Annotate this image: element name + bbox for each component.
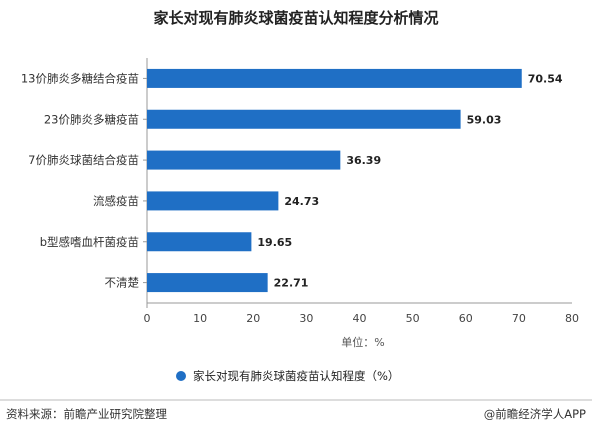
x-tick-label: 10 (193, 312, 207, 325)
value-label: 36.39 (346, 154, 381, 167)
x-tick-label: 0 (144, 312, 151, 325)
value-label: 70.54 (528, 72, 563, 85)
category-label: 13价肺炎多糖结合疫苗 (21, 71, 139, 85)
bar (147, 191, 279, 211)
value-label: 59.03 (467, 113, 502, 126)
legend-label: 家长对现有肺炎球菌疫苗认知程度（%） (193, 369, 399, 383)
legend: 家长对现有肺炎球菌疫苗认知程度（%） (176, 369, 399, 383)
value-label: 19.65 (257, 236, 292, 249)
bar (147, 150, 341, 170)
x-axis-title: 单位：% (341, 335, 384, 349)
x-tick-label: 30 (299, 312, 313, 325)
x-tick-label: 20 (246, 312, 260, 325)
x-tick-label: 40 (353, 312, 367, 325)
category-label: 不清楚 (105, 276, 140, 290)
bar (147, 109, 461, 129)
x-tick-label: 50 (406, 312, 420, 325)
bar (147, 232, 252, 252)
category-label: 23价肺炎多糖疫苗 (44, 112, 139, 126)
bar (147, 68, 522, 88)
x-tick-label: 60 (459, 312, 473, 325)
value-label: 22.71 (274, 277, 309, 290)
value-label: 24.73 (284, 195, 319, 208)
x-tick-label: 80 (565, 312, 579, 325)
category-label: 7价肺炎球菌结合疫苗 (28, 153, 139, 167)
chart-title: 家长对现有肺炎球菌疫苗认知程度分析情况 (153, 9, 438, 27)
source-note: 资料来源：前瞻产业研究院整理 (6, 407, 167, 421)
x-tick-label: 70 (512, 312, 526, 325)
plot-area: 0 10 20 30 40 50 60 70 80 13价肺炎多糖结合疫苗 70.54 23价肺炎多糖… (21, 58, 579, 325)
bar (147, 273, 268, 293)
legend-marker (176, 371, 186, 381)
category-label: 流感疫苗 (93, 194, 139, 208)
category-label: b型感嗜血杆菌疫苗 (40, 235, 139, 249)
brand-label: @前瞻经济学人APP (484, 407, 586, 421)
